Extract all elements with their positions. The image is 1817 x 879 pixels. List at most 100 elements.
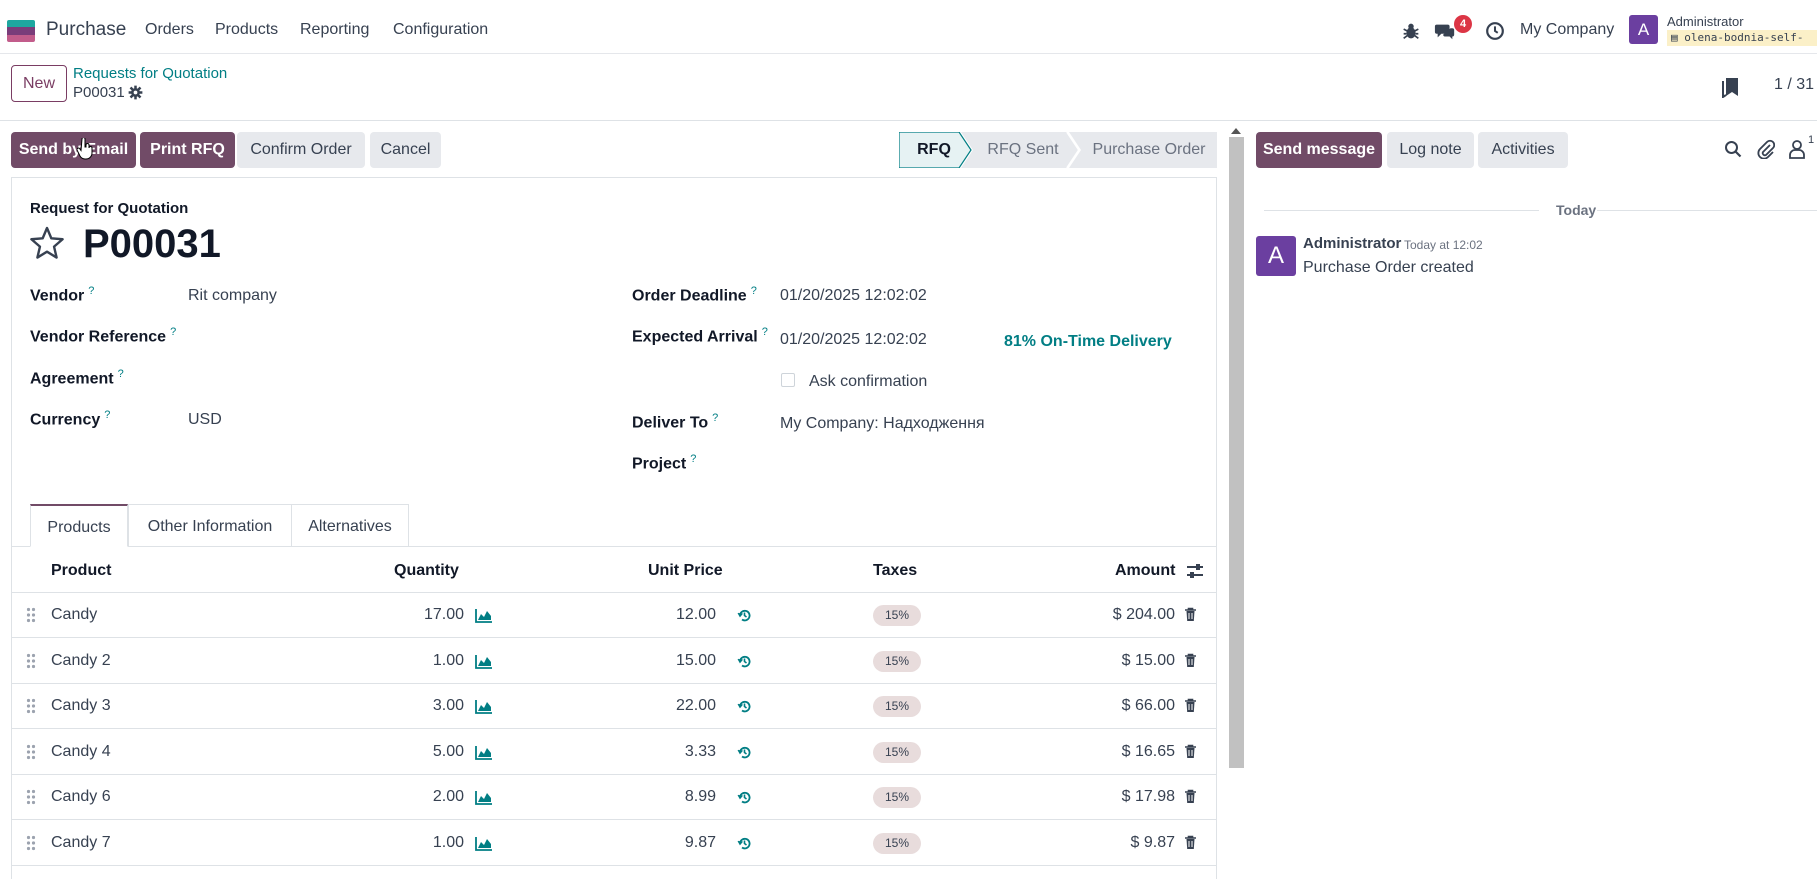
tax-badge[interactable]: 15% <box>873 651 921 672</box>
stage-purchase-order[interactable]: Purchase Order <box>1092 141 1206 158</box>
trash-icon[interactable] <box>1184 744 1197 759</box>
drag-handle-icon[interactable] <box>26 744 36 760</box>
followers-count[interactable]: 1 <box>1808 134 1815 146</box>
line-product[interactable]: Candy 4 <box>51 743 111 760</box>
forecast-chart-icon[interactable] <box>475 608 493 623</box>
line-quantity[interactable]: 5.00 <box>432 743 464 760</box>
line-product[interactable]: Candy 7 <box>51 834 111 851</box>
line-unit-price[interactable]: 3.33 <box>684 743 716 760</box>
stage-rfq[interactable]: RFQ <box>917 141 951 158</box>
tax-badge[interactable]: 15% <box>873 696 921 717</box>
forecast-chart-icon[interactable] <box>475 745 493 760</box>
vendor-reference-help[interactable]: ? <box>170 326 177 338</box>
agreement-field[interactable] <box>188 366 608 390</box>
tab-other-information[interactable]: Other Information <box>128 504 292 547</box>
activities-button[interactable]: Activities <box>1478 132 1568 168</box>
activity-clock-icon[interactable] <box>1484 20 1506 42</box>
new-button[interactable]: New <box>11 65 67 102</box>
trash-icon[interactable] <box>1184 653 1197 668</box>
project-field[interactable] <box>780 452 1200 476</box>
history-icon[interactable] <box>737 608 752 623</box>
table-row[interactable]: Candy 4 5.00 3.33 15% $ 16.65 <box>11 730 1217 775</box>
vendor-field[interactable]: Rit company <box>188 287 277 304</box>
messages-icon[interactable] <box>1434 20 1456 42</box>
header-taxes[interactable]: Taxes <box>873 562 918 579</box>
tax-badge[interactable]: 15% <box>873 787 921 808</box>
table-row[interactable]: Candy 6 2.00 8.99 15% $ 17.98 <box>11 775 1217 820</box>
line-product[interactable]: Candy 3 <box>51 697 111 714</box>
order-deadline-help[interactable]: ? <box>750 285 757 297</box>
tab-alternatives[interactable]: Alternatives <box>291 504 409 547</box>
forecast-chart-icon[interactable] <box>475 790 493 805</box>
search-icon[interactable] <box>1724 140 1742 158</box>
table-row[interactable]: Candy 3 3.00 22.00 15% $ 66.00 <box>11 684 1217 729</box>
scroll-up-arrow-icon[interactable] <box>1231 128 1241 134</box>
project-help[interactable]: ? <box>690 453 697 465</box>
expected-arrival-help[interactable]: ? <box>761 326 768 338</box>
line-quantity[interactable]: 1.00 <box>432 652 464 669</box>
user-avatar[interactable]: A <box>1629 15 1658 44</box>
menu-orders[interactable]: Orders <box>145 21 194 38</box>
line-quantity[interactable]: 3.00 <box>432 697 464 714</box>
print-rfq-button[interactable]: Print RFQ <box>140 132 235 168</box>
tax-badge[interactable]: 15% <box>873 833 921 854</box>
history-icon[interactable] <box>737 699 752 714</box>
deliver-to-help[interactable]: ? <box>712 412 719 424</box>
header-amount[interactable]: Amount <box>1115 562 1176 579</box>
history-icon[interactable] <box>737 654 752 669</box>
breadcrumb-rfq[interactable]: Requests for Quotation <box>73 65 228 82</box>
menu-configuration[interactable]: Configuration <box>393 21 489 38</box>
optional-columns-icon[interactable] <box>1186 563 1204 579</box>
order-deadline-field[interactable]: 01/20/2025 12:02:02 <box>780 287 927 304</box>
forecast-chart-icon[interactable] <box>475 654 493 669</box>
stage-rfq-sent[interactable]: RFQ Sent <box>987 141 1059 158</box>
line-unit-price[interactable]: 22.00 <box>675 697 716 714</box>
table-row[interactable]: Candy 2 1.00 15.00 15% $ 15.00 <box>11 639 1217 684</box>
gear-icon[interactable] <box>128 85 143 100</box>
header-quantity[interactable]: Quantity <box>394 562 459 579</box>
trash-icon[interactable] <box>1184 698 1197 713</box>
line-unit-price[interactable]: 15.00 <box>675 652 716 669</box>
drag-handle-icon[interactable] <box>26 607 36 623</box>
vendor-reference-field[interactable] <box>188 324 608 348</box>
history-icon[interactable] <box>737 836 752 851</box>
cancel-button[interactable]: Cancel <box>370 132 441 168</box>
forecast-chart-icon[interactable] <box>475 836 493 851</box>
line-product[interactable]: Candy <box>51 606 98 623</box>
header-product[interactable]: Product <box>51 562 112 579</box>
history-icon[interactable] <box>737 745 752 760</box>
follower-person-icon[interactable] <box>1789 139 1805 159</box>
star-priority-icon[interactable] <box>29 225 65 261</box>
line-quantity[interactable]: 2.00 <box>432 788 464 805</box>
bookmark-icon[interactable] <box>1721 76 1741 98</box>
table-row[interactable]: Candy 17.00 12.00 15% $ 204.00 <box>11 593 1217 638</box>
line-quantity[interactable]: 17.00 <box>423 606 464 623</box>
line-product[interactable]: Candy 2 <box>51 652 111 669</box>
on-time-delivery-button[interactable]: 81% On-Time Delivery <box>1004 333 1172 350</box>
menu-products[interactable]: Products <box>215 21 279 38</box>
tax-badge[interactable]: 15% <box>873 742 921 763</box>
deliver-to-field[interactable]: My Company: Надходження <box>780 415 985 432</box>
form-scrollbar-thumb[interactable] <box>1229 137 1244 768</box>
expected-arrival-field[interactable]: 01/20/2025 12:02:02 <box>780 331 927 348</box>
currency-help[interactable]: ? <box>104 409 111 421</box>
drag-handle-icon[interactable] <box>26 789 36 805</box>
vendor-help[interactable]: ? <box>88 285 95 297</box>
company-switcher[interactable]: My Company <box>1520 21 1615 38</box>
trash-icon[interactable] <box>1184 835 1197 850</box>
message-author-avatar[interactable]: A <box>1256 236 1296 276</box>
send-message-button[interactable]: Send message <box>1256 132 1382 168</box>
line-unit-price[interactable]: 12.00 <box>675 606 716 623</box>
trash-icon[interactable] <box>1184 789 1197 804</box>
message-author[interactable]: Administrator <box>1303 235 1402 252</box>
tax-badge[interactable]: 15% <box>873 605 921 626</box>
confirm-order-button[interactable]: Confirm Order <box>237 132 365 168</box>
debug-bug-icon[interactable] <box>1400 20 1422 42</box>
history-icon[interactable] <box>737 790 752 805</box>
agreement-help[interactable]: ? <box>117 368 124 380</box>
send-by-email-button[interactable]: Send by Email <box>11 132 136 168</box>
table-row[interactable]: Candy 7 1.00 9.87 15% $ 9.87 <box>11 821 1217 866</box>
line-quantity[interactable]: 1.00 <box>432 834 464 851</box>
drag-handle-icon[interactable] <box>26 698 36 714</box>
line-product[interactable]: Candy 6 <box>51 788 111 805</box>
